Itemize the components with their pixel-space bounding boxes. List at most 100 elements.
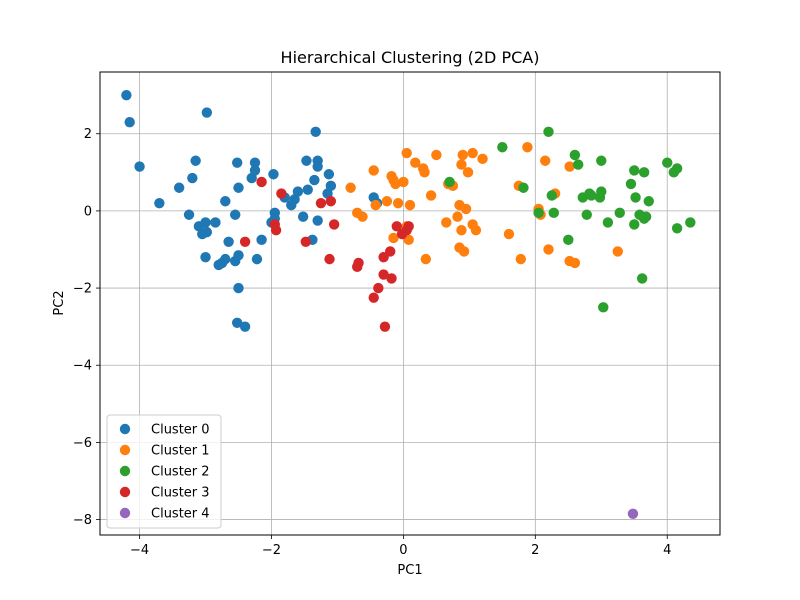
cluster-2-point	[614, 207, 625, 219]
cluster-1-point	[503, 228, 515, 240]
cluster-1-point	[460, 203, 472, 215]
cluster-0-point	[183, 209, 195, 220]
axis-ticks: −4 −2 0 2 4 −8 −6 −4 −2 0 2	[73, 127, 672, 558]
cluster-1-point	[470, 224, 482, 236]
x-tick-label: −4	[130, 543, 149, 558]
cluster-1-point	[569, 257, 581, 269]
cluster-3-point	[368, 292, 379, 303]
cluster-1-point	[368, 165, 379, 176]
y-tick-label: 2	[84, 127, 92, 142]
cluster-2-point	[586, 190, 597, 201]
cluster-2-point	[569, 149, 581, 161]
legend-label-cluster-1: Cluster 1	[151, 444, 210, 459]
cluster-3-point	[324, 253, 335, 265]
cluster-0-point	[154, 197, 165, 209]
cluster-3-point	[353, 257, 364, 269]
cluster-1-point	[398, 176, 409, 188]
cluster-0-point	[310, 126, 321, 138]
cluster-1-point	[420, 253, 432, 265]
cluster-3-point	[315, 197, 327, 209]
x-axis-label: PC1	[397, 563, 422, 578]
cluster-1-point	[522, 142, 533, 153]
cluster-1-point	[456, 159, 467, 170]
data-points	[121, 89, 696, 519]
cluster-0-point	[233, 282, 244, 294]
cluster-0-point	[231, 157, 243, 168]
legend-box	[106, 414, 222, 529]
cluster-1-point	[457, 149, 468, 161]
cluster-2-point	[638, 167, 650, 178]
cluster-3-point	[276, 188, 287, 199]
cluster-3-point	[256, 176, 267, 188]
cluster-1-point	[401, 147, 412, 159]
cluster-1-point	[410, 157, 421, 168]
cluster-1-point	[515, 253, 527, 265]
y-tick-label: −2	[73, 282, 92, 297]
cluster-3-point	[300, 236, 311, 247]
cluster-0-point	[200, 217, 211, 228]
cluster-0-point	[309, 174, 320, 186]
cluster-1-point	[612, 246, 623, 257]
cluster-2-point	[444, 176, 455, 188]
cluster-3-point	[391, 221, 403, 232]
cluster-0-point	[121, 89, 132, 101]
x-tick-label: 2	[531, 543, 539, 558]
cluster-1-point	[462, 167, 474, 178]
cluster-3-point	[239, 236, 251, 247]
x-tick-label: 0	[399, 543, 407, 558]
cluster-0-point	[124, 116, 135, 128]
cluster-3-point	[270, 224, 282, 236]
cluster-3-point	[378, 269, 389, 280]
cluster-0-point	[312, 161, 323, 172]
cluster-2-point	[546, 190, 558, 201]
cluster-0-point	[200, 252, 211, 263]
cluster-2-point	[572, 159, 584, 170]
cluster-0-point	[187, 172, 198, 184]
cluster-0-point	[230, 209, 241, 220]
y-tick-label: −8	[73, 513, 92, 528]
cluster-0-point	[249, 157, 261, 168]
cluster-3-point	[403, 221, 414, 232]
cluster-0-point	[323, 169, 335, 180]
cluster-0-point	[173, 182, 185, 193]
cluster-2-point	[596, 186, 607, 197]
cluster-2-point	[581, 209, 592, 220]
y-tick-label: −6	[73, 436, 92, 451]
cluster-2-point	[596, 155, 607, 166]
cluster-1-point	[392, 197, 404, 209]
cluster-0-point	[251, 253, 263, 265]
cluster-1-point	[357, 211, 368, 222]
cluster-1-point	[388, 232, 399, 244]
cluster-1-point	[456, 224, 467, 236]
cluster-0-point	[297, 211, 309, 222]
cluster-1-point	[452, 211, 463, 222]
cluster-2-point	[671, 223, 683, 234]
cluster-2-point	[533, 207, 544, 219]
cluster-0-point	[220, 253, 231, 265]
cluster-0-point	[201, 226, 213, 238]
cluster-0-point	[134, 161, 145, 172]
legend-label-cluster-2: Cluster 2	[151, 465, 210, 480]
chart-title: Hierarchical Clustering (2D PCA)	[281, 48, 540, 67]
cluster-1-point	[425, 190, 437, 201]
cluster-0-point	[325, 180, 337, 192]
cluster-0-point	[256, 234, 267, 246]
x-tick-label: −2	[262, 543, 281, 558]
cluster-0-point	[302, 184, 313, 195]
cluster-4-point	[627, 508, 639, 519]
cluster-0-point	[233, 182, 244, 193]
cluster-3-point	[325, 196, 337, 207]
cluster-2-point	[543, 126, 554, 138]
legend-marker-cluster-1	[119, 444, 131, 456]
cluster-1-point	[419, 167, 430, 178]
cluster-0-point	[220, 196, 231, 207]
cluster-2-point	[518, 182, 529, 193]
cluster-2-point	[671, 163, 683, 174]
cluster-0-point	[223, 236, 234, 247]
cluster-3-point	[379, 321, 391, 332]
cluster-1-point	[431, 149, 442, 161]
y-axis-label: PC2	[52, 290, 67, 315]
x-tick-label: 4	[663, 543, 671, 558]
cluster-3-point	[386, 273, 397, 284]
cluster-0-point	[249, 165, 261, 176]
